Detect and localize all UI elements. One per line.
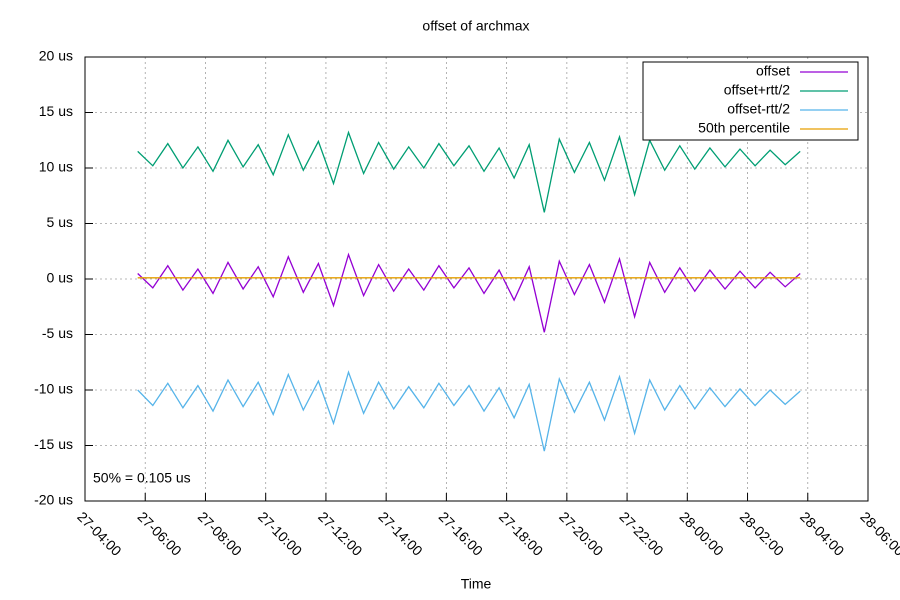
x-tick-label: 27-22:00: [616, 508, 667, 559]
series-line: [137, 130, 801, 213]
y-tick-label: 0 us: [47, 270, 73, 286]
y-tick-label: -15 us: [34, 436, 73, 452]
y-tick-label: 20 us: [39, 48, 73, 64]
series-line: [137, 252, 801, 333]
x-tick-label: 27-10:00: [255, 508, 306, 559]
x-tick-label: 27-04:00: [74, 508, 125, 559]
x-tick-label: 28-02:00: [737, 508, 788, 559]
x-tick-label: 27-14:00: [375, 508, 426, 559]
x-tick-label: 28-00:00: [677, 508, 728, 559]
x-tick-label: 27-20:00: [556, 508, 607, 559]
legend-box: [642, 61, 859, 141]
x-tick-label: 27-08:00: [195, 508, 246, 559]
chart-title: offset of archmax: [422, 18, 529, 34]
y-tick-label: -5 us: [42, 325, 73, 341]
legend-label: offset-rtt/2: [727, 101, 790, 117]
series-line: [137, 370, 801, 452]
y-tick-label: -20 us: [34, 492, 73, 508]
x-tick-label: 27-18:00: [496, 508, 547, 559]
y-tick-label: -10 us: [34, 381, 73, 397]
x-tick-label: 28-06:00: [857, 508, 900, 559]
x-axis-label: Time: [461, 576, 492, 592]
legend-label: 50th percentile: [698, 120, 790, 136]
y-tick-label: 15 us: [39, 103, 73, 119]
x-tick-label: 27-12:00: [315, 508, 366, 559]
x-tick-label: 27-06:00: [134, 508, 185, 559]
annotation: 50% = 0.105 us: [93, 470, 191, 486]
x-tick-label: 27-16:00: [436, 508, 487, 559]
y-tick-label: 10 us: [39, 159, 73, 175]
legend-label: offset: [756, 63, 790, 79]
y-tick-label: 5 us: [47, 214, 73, 230]
plot-border: [84, 56, 869, 502]
legend-label: offset+rtt/2: [724, 82, 790, 98]
x-tick-label: 28-04:00: [797, 508, 848, 559]
